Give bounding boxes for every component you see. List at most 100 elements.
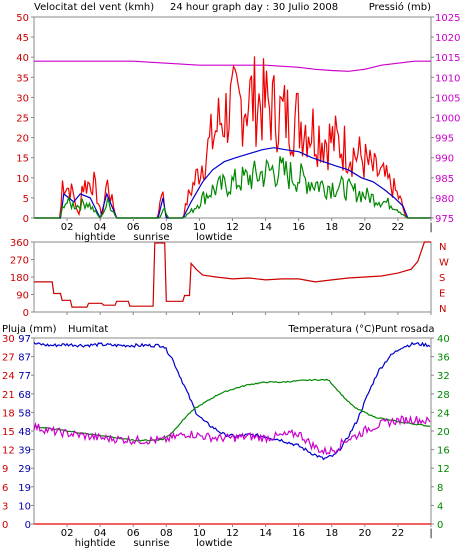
rain-tick-label: 6 xyxy=(2,483,8,494)
wind-tick-label: 20 xyxy=(16,134,29,145)
dewpoint-series-line xyxy=(33,415,431,456)
humidity-tick-label: 77 xyxy=(18,371,31,382)
humidity-axis-label: Humitat xyxy=(68,324,108,335)
pressure-series-line xyxy=(34,60,431,72)
humidity-tick-label: 0 xyxy=(25,520,31,531)
humidity-tick-label: 48 xyxy=(18,427,31,438)
humidity-tick-label: 39 xyxy=(18,446,31,457)
humidity-tick-label: 58 xyxy=(18,408,31,419)
temperature-tick-label: 36 xyxy=(437,353,450,364)
time-tick-label: | xyxy=(429,528,432,539)
graph-title: 24 hour graph day : 30 Julio 2008 xyxy=(170,2,338,13)
humidity-tick-label: 10 xyxy=(18,501,31,512)
time-tick-label: 10 xyxy=(193,222,206,233)
compass-label: N xyxy=(439,304,446,315)
time-tick-label: 04 xyxy=(94,222,107,233)
time-tick-label: 16 xyxy=(292,222,305,233)
time-tick-label: 10 xyxy=(193,528,206,539)
rain-tick-label: 21 xyxy=(2,390,15,401)
temperature-tick-label: 28 xyxy=(437,390,450,401)
wind-tick-label: 30 xyxy=(16,93,29,104)
direction-tick-label: 270 xyxy=(10,256,29,267)
wind-tick-label: 40 xyxy=(16,53,29,64)
wind-tick-label: 50 xyxy=(16,13,29,24)
time-tick-label: 08 xyxy=(160,528,173,539)
time-annotation-label: hightide xyxy=(75,232,116,243)
time-tick-label: 20 xyxy=(358,528,371,539)
time-tick-label: | xyxy=(429,222,432,233)
wind-tick-label: 0 xyxy=(23,214,29,225)
time-tick-label: 14 xyxy=(259,222,272,233)
wind-tick-label: 5 xyxy=(23,194,29,205)
compass-label: W xyxy=(439,258,449,269)
dewpoint-axis-label: Punt rosada xyxy=(375,324,434,335)
pressure-tick-label: 1020 xyxy=(435,33,460,44)
wind-tick-label: 45 xyxy=(16,33,29,44)
time-annotation-label: hightide xyxy=(75,538,116,549)
wind-tick-label: 15 xyxy=(16,154,29,165)
time-annotation-label: sunrise xyxy=(133,538,169,549)
temperature-tick-label: 0 xyxy=(437,520,443,531)
wind-average-series-line xyxy=(34,147,431,220)
time-tick-label: 02 xyxy=(61,528,74,539)
rain-tick-label: 18 xyxy=(2,408,15,419)
time-tick-label: 16 xyxy=(292,528,305,539)
pressure-tick-label: 975 xyxy=(435,214,454,225)
chart-marks: 0510152025303540455097598098599099510001… xyxy=(2,13,460,549)
time-tick-label: 06 xyxy=(127,222,140,233)
rain-tick-label: 3 xyxy=(2,501,8,512)
rain-tick-label: 15 xyxy=(2,427,15,438)
wind-tick-label: 35 xyxy=(16,73,29,84)
pressure-tick-label: 990 xyxy=(435,154,454,165)
pressure-tick-label: 1015 xyxy=(435,53,460,64)
rain-tick-label: 30 xyxy=(2,334,15,345)
time-tick-label: 22 xyxy=(392,222,405,233)
time-tick-label: 14 xyxy=(259,528,272,539)
wind-speed-title: Velocitat del vent (kmh) xyxy=(34,2,154,13)
time-tick-label: 18 xyxy=(325,222,338,233)
direction-tick-label: 180 xyxy=(10,273,29,284)
direction-tick-label: 360 xyxy=(10,238,29,249)
temperature-tick-label: 8 xyxy=(437,483,443,494)
time-tick-label: 06 xyxy=(127,528,140,539)
pressure-tick-label: 995 xyxy=(435,134,454,145)
temperature-tick-label: 40 xyxy=(437,334,450,345)
wind-tick-label: 10 xyxy=(16,174,29,185)
rain-tick-label: 9 xyxy=(2,464,8,475)
direction-tick-label: 90 xyxy=(16,291,29,302)
pressure-tick-label: 980 xyxy=(435,194,454,205)
time-tick-label: 08 xyxy=(160,222,173,233)
pressure-tick-label: 985 xyxy=(435,174,454,185)
wind-speed-series-line xyxy=(34,156,430,219)
compass-label: S xyxy=(439,273,445,284)
time-tick-label: 02 xyxy=(61,222,74,233)
time-tick-label: 18 xyxy=(325,528,338,539)
time-tick-label: 20 xyxy=(358,222,371,233)
wind-direction-series-line xyxy=(34,241,431,308)
humidity-tick-label: 97 xyxy=(18,334,31,345)
pressure-title: Pressió (mb) xyxy=(369,1,431,13)
temperature-tick-label: 4 xyxy=(437,501,443,512)
temperature-tick-label: 20 xyxy=(437,427,450,438)
time-tick-label: 22 xyxy=(392,528,405,539)
humidity-series-line xyxy=(33,341,431,461)
pressure-tick-label: 1005 xyxy=(435,93,460,104)
time-tick-label: 12 xyxy=(226,528,239,539)
rain-axis-label: Pluja (mm) xyxy=(2,324,57,335)
humidity-tick-label: 68 xyxy=(18,390,31,401)
temperature-axis-label: Temperatura (°C) xyxy=(287,324,375,335)
temperature-tick-label: 32 xyxy=(437,371,450,382)
humidity-tick-label: 19 xyxy=(18,483,31,494)
rain-tick-label: 0 xyxy=(2,520,8,531)
pressure-tick-label: 1025 xyxy=(435,13,460,24)
time-annotation-label: sunrise xyxy=(133,232,169,243)
time-annotation-label: lowtide xyxy=(196,232,232,243)
rain-tick-label: 12 xyxy=(2,446,15,457)
time-annotation-label: lowtide xyxy=(196,538,232,549)
humidity-tick-label: 29 xyxy=(18,464,31,475)
time-tick-label: 12 xyxy=(226,222,239,233)
temperature-tick-label: 16 xyxy=(437,446,450,457)
wind-tick-label: 25 xyxy=(16,114,29,125)
